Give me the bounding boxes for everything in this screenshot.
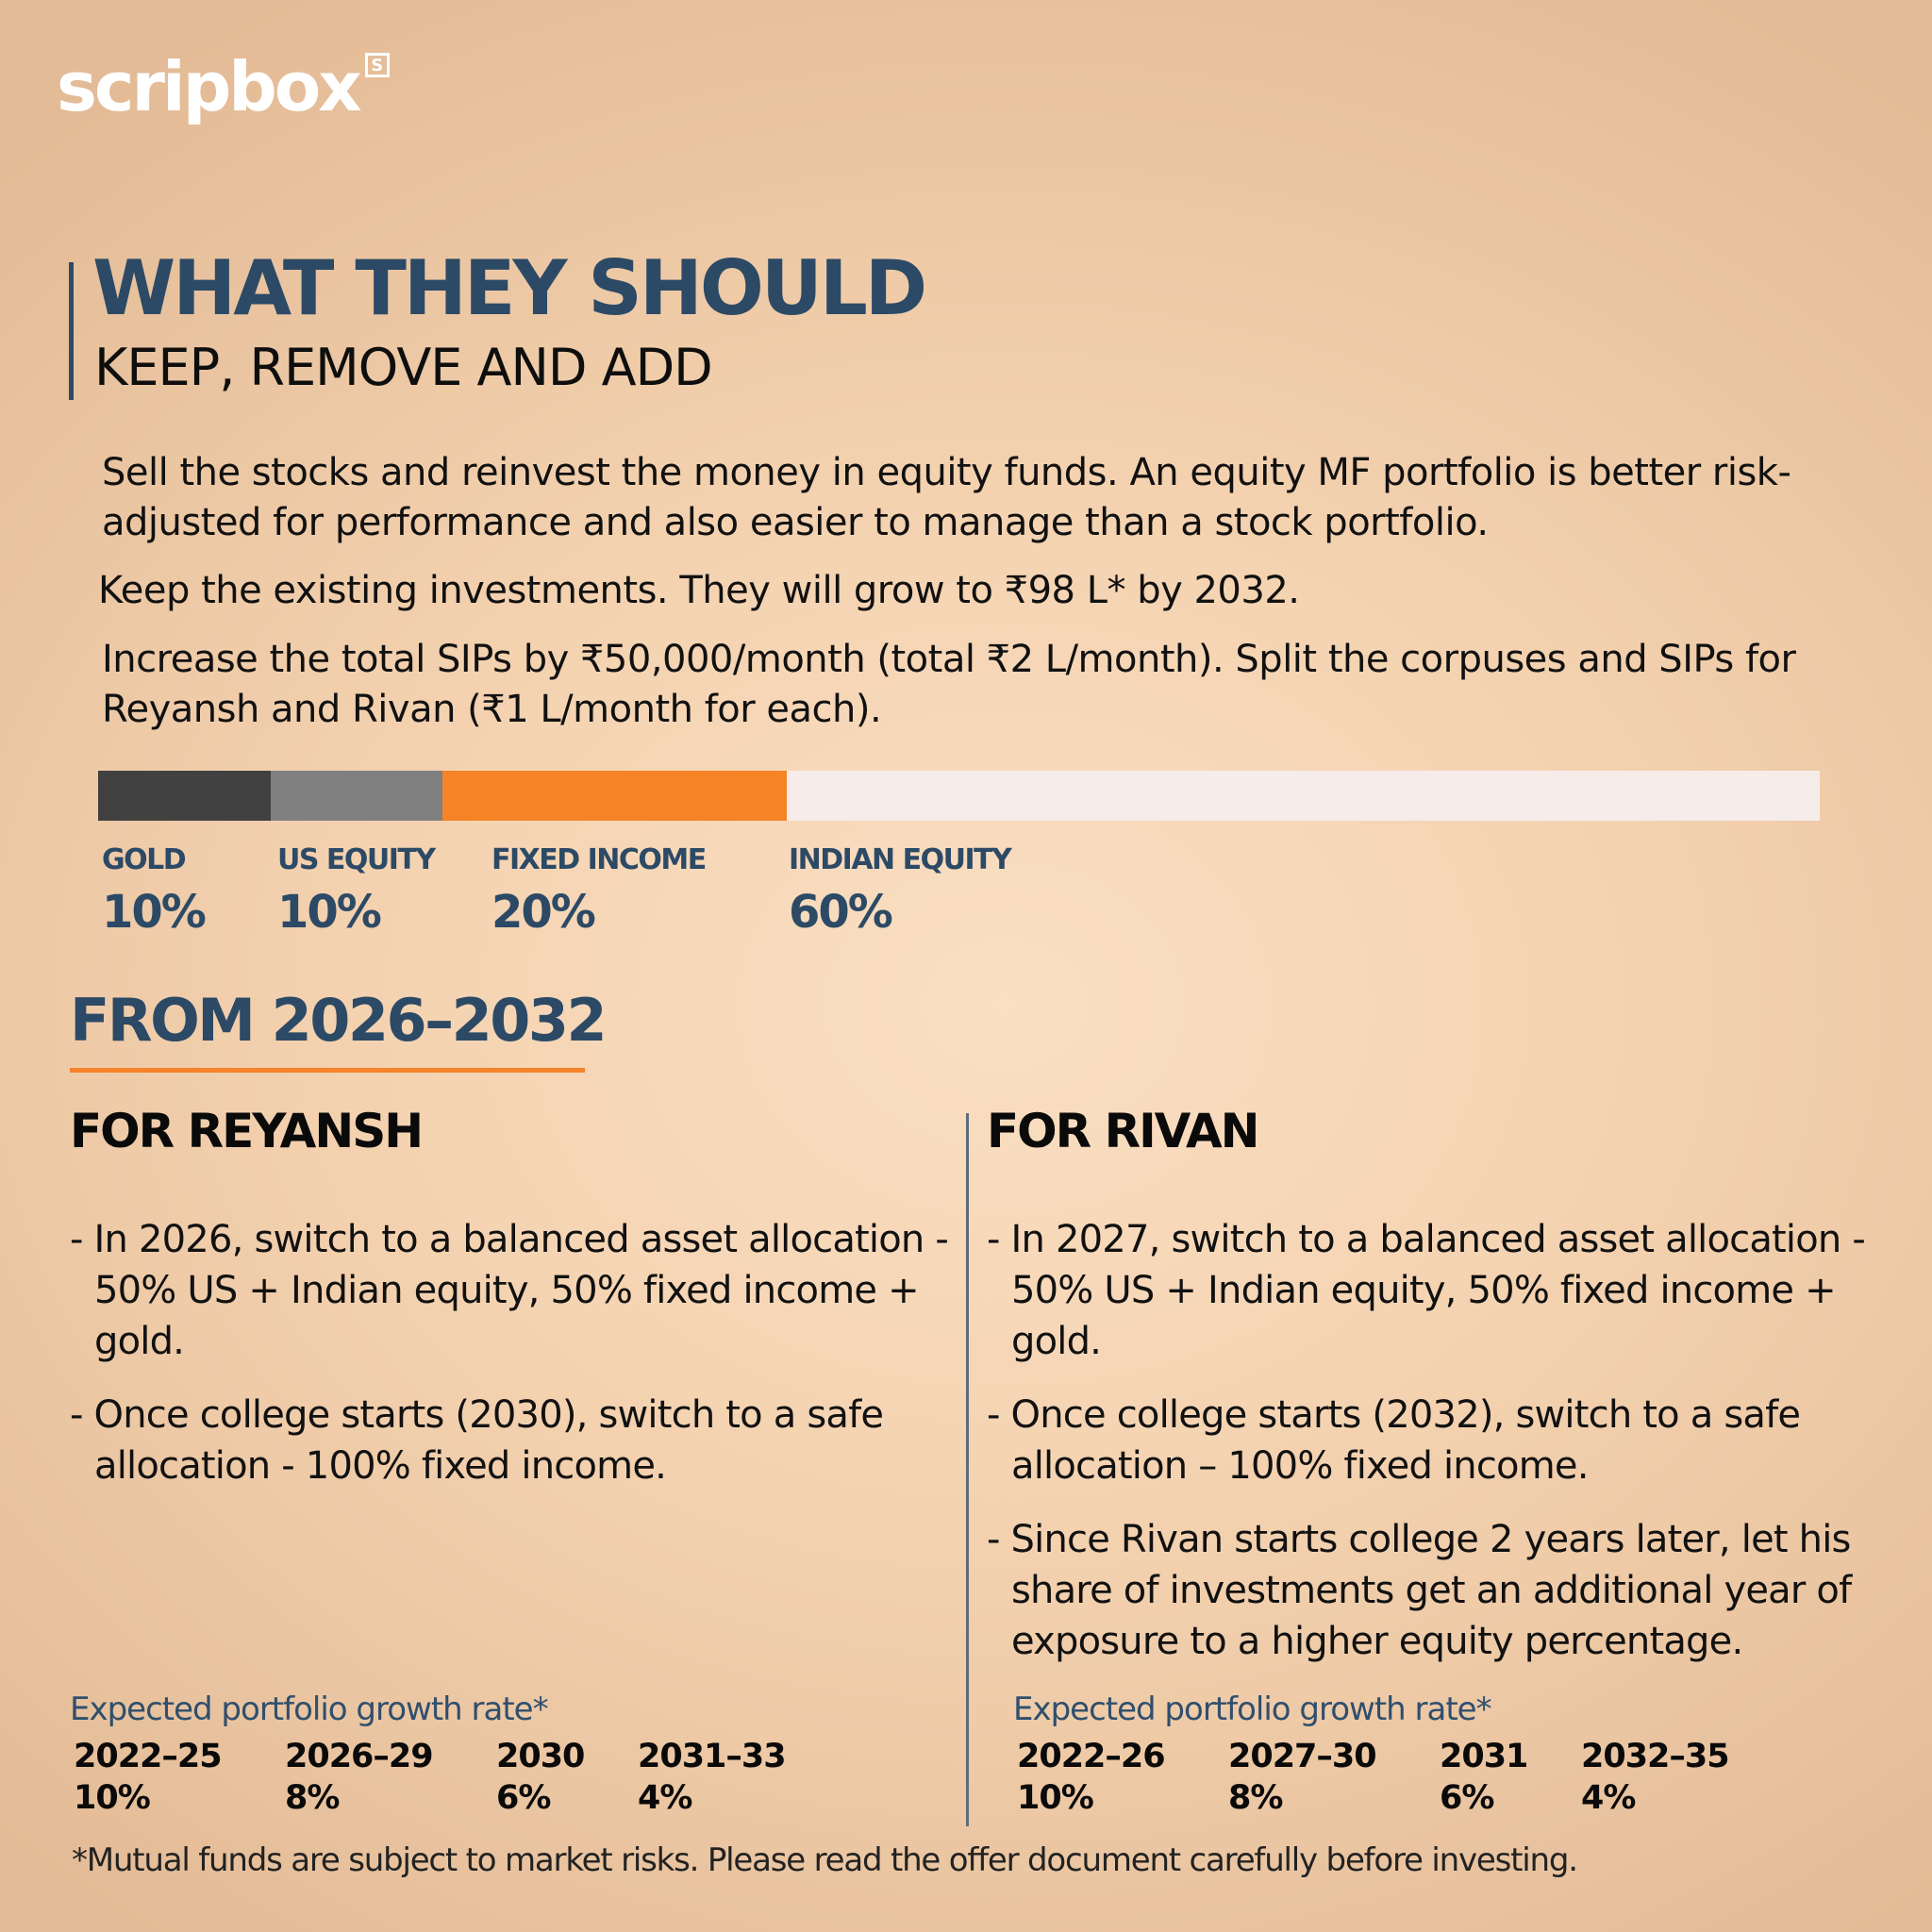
growth-rate: 10% bbox=[1017, 1779, 1094, 1817]
growth-rate: 6% bbox=[496, 1779, 551, 1817]
page-title: WHAT THEY SHOULD bbox=[92, 244, 927, 332]
paragraph-sell-stocks: Sell the stocks and reinvest the money i… bbox=[102, 451, 1791, 544]
growth-title: Expected portfolio growth rate* bbox=[70, 1690, 549, 1728]
list-item: - Once college starts (2030), switch to … bbox=[70, 1393, 884, 1488]
growth-period: 2022–26 bbox=[1017, 1738, 1166, 1775]
growth-rate: 4% bbox=[1581, 1779, 1636, 1817]
allocation-value: 20% bbox=[491, 886, 596, 939]
allocation-label: INDIAN EQUITY bbox=[789, 843, 1012, 876]
list-item: - Once college starts (2032), switch to … bbox=[987, 1393, 1801, 1488]
allocation-label: GOLD bbox=[102, 843, 187, 876]
growth-rate: 4% bbox=[638, 1779, 692, 1817]
allocation-label: FIXED INCOME bbox=[491, 843, 707, 876]
paragraph-keep-investments: Keep the existing investments. They will… bbox=[98, 569, 1300, 612]
growth-period: 2030 bbox=[496, 1738, 585, 1775]
allocation-label: US EQUITY bbox=[277, 843, 436, 876]
growth-period: 2031–33 bbox=[638, 1738, 787, 1775]
growth-period: 2031 bbox=[1440, 1738, 1528, 1775]
growth-rate: 10% bbox=[74, 1779, 151, 1817]
list-item: - In 2027, switch to a balanced asset al… bbox=[987, 1218, 1866, 1363]
allocation-segment-us-equity bbox=[270, 771, 442, 821]
brand-mark-icon: S bbox=[364, 53, 390, 77]
reyansh-bullets: - In 2026, switch to a balanced asset al… bbox=[70, 1214, 957, 1514]
growth-rate: 8% bbox=[1228, 1779, 1283, 1817]
allocation-legend: GOLD 10% US EQUITY 10% FIXED INCOME 20% … bbox=[102, 843, 1234, 957]
section-title: FROM 2026–2032 bbox=[70, 986, 608, 1055]
allocation-item-fixed-income: FIXED INCOME 20% bbox=[491, 843, 707, 939]
headline-accent-bar bbox=[69, 262, 74, 400]
growth-period: 2027–30 bbox=[1228, 1738, 1377, 1775]
allocation-bar bbox=[98, 771, 1820, 821]
allocation-value: 10% bbox=[277, 886, 382, 939]
column-divider bbox=[966, 1113, 969, 1826]
allocation-item-gold: GOLD 10% bbox=[102, 843, 207, 939]
allocation-segment-gold bbox=[98, 771, 271, 821]
allocation-item-us-equity: US EQUITY 10% bbox=[277, 843, 436, 939]
growth-rate: 6% bbox=[1440, 1779, 1494, 1817]
column-title-rivan: FOR RIVAN bbox=[987, 1104, 1260, 1158]
paragraph-increase-sips: Increase the total SIPs by ₹50,000/month… bbox=[102, 638, 1796, 731]
growth-period: 2026–29 bbox=[285, 1738, 434, 1775]
scripbox-logo: scripbox S bbox=[57, 53, 390, 121]
list-item: - In 2026, switch to a balanced asset al… bbox=[70, 1218, 949, 1363]
reyansh-growth-table: Expected portfolio growth rate* 2022–25 … bbox=[70, 1690, 919, 1819]
allocation-segment-indian-equity bbox=[787, 771, 1820, 821]
column-title-reyansh: FOR REYANSH bbox=[70, 1104, 424, 1158]
growth-rate: 8% bbox=[285, 1779, 340, 1817]
growth-title: Expected portfolio growth rate* bbox=[1013, 1690, 1492, 1728]
growth-period: 2032–35 bbox=[1581, 1738, 1730, 1775]
growth-period: 2022–25 bbox=[74, 1738, 223, 1775]
allocation-item-indian-equity: INDIAN EQUITY 60% bbox=[789, 843, 1012, 939]
rivan-bullets: - In 2027, switch to a balanced asset al… bbox=[987, 1214, 1916, 1690]
allocation-value: 10% bbox=[102, 886, 207, 939]
allocation-value: 60% bbox=[789, 886, 893, 939]
allocation-segment-fixed-income bbox=[442, 771, 787, 821]
list-item: - Since Rivan starts college 2 years lat… bbox=[987, 1518, 1852, 1663]
brand-name: scripbox bbox=[57, 47, 362, 126]
section-underline bbox=[70, 1068, 585, 1073]
growth-grid: 2022–26 2027–30 2031 2032–35 10% 8% 6% 4… bbox=[1013, 1736, 1862, 1819]
growth-grid: 2022–25 2026–29 2030 2031–33 10% 8% 6% 4… bbox=[70, 1736, 919, 1819]
rivan-growth-table: Expected portfolio growth rate* 2022–26 … bbox=[1013, 1690, 1862, 1819]
disclaimer: *Mutual funds are subject to market risk… bbox=[72, 1841, 1578, 1879]
page-subtitle: KEEP, REMOVE AND ADD bbox=[94, 338, 713, 397]
